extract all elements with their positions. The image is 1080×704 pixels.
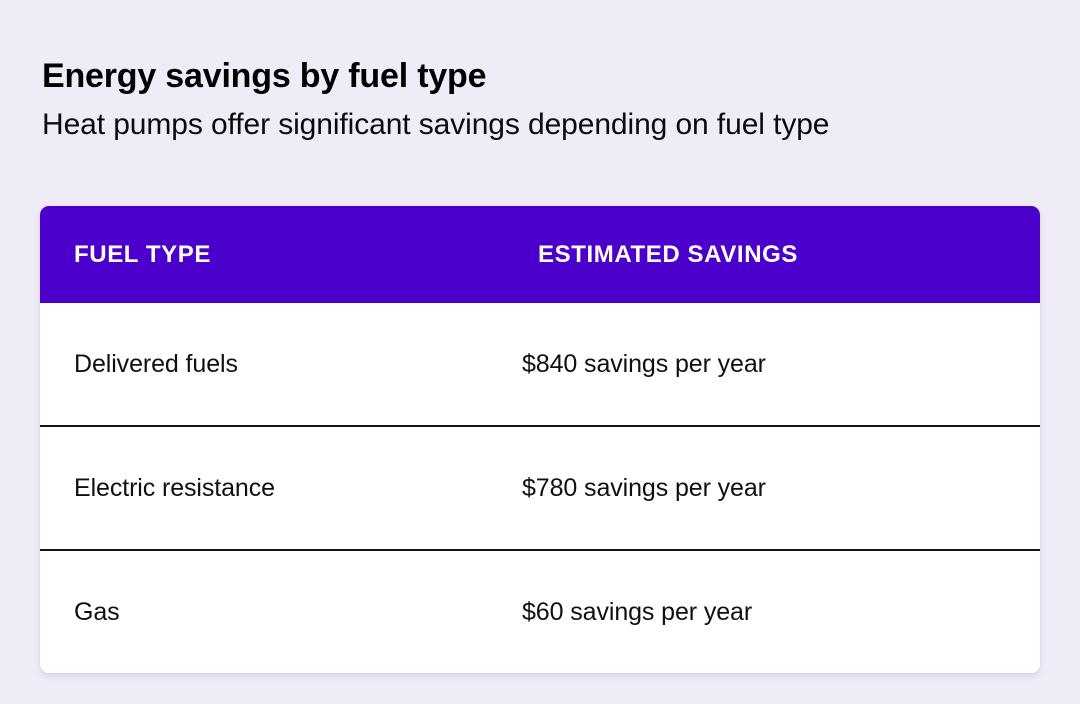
cell-fuel-type: Electric resistance (74, 473, 275, 502)
table-row: Gas $60 savings per year (40, 549, 1040, 673)
heading-block: Energy savings by fuel type Heat pumps o… (42, 54, 1032, 144)
page-title: Energy savings by fuel type (42, 57, 487, 95)
page-subtitle: Heat pumps offer significant savings dep… (42, 108, 830, 141)
table-header-row: FUEL TYPE ESTIMATED SAVINGS (40, 206, 1040, 303)
table-row: Electric resistance $780 savings per yea… (40, 425, 1040, 549)
column-header-estimated-savings: ESTIMATED SAVINGS (538, 240, 798, 268)
cell-estimated-savings: $60 savings per year (522, 597, 753, 626)
cell-estimated-savings: $840 savings per year (522, 349, 766, 378)
savings-table-card: FUEL TYPE ESTIMATED SAVINGS Delivered fu… (40, 206, 1040, 673)
table-row: Delivered fuels $840 savings per year (40, 303, 1040, 425)
cell-fuel-type: Gas (74, 597, 120, 626)
savings-table: FUEL TYPE ESTIMATED SAVINGS Delivered fu… (40, 206, 1040, 673)
cell-estimated-savings: $780 savings per year (522, 473, 766, 502)
column-header-fuel-type: FUEL TYPE (74, 240, 211, 268)
cell-fuel-type: Delivered fuels (74, 349, 238, 378)
